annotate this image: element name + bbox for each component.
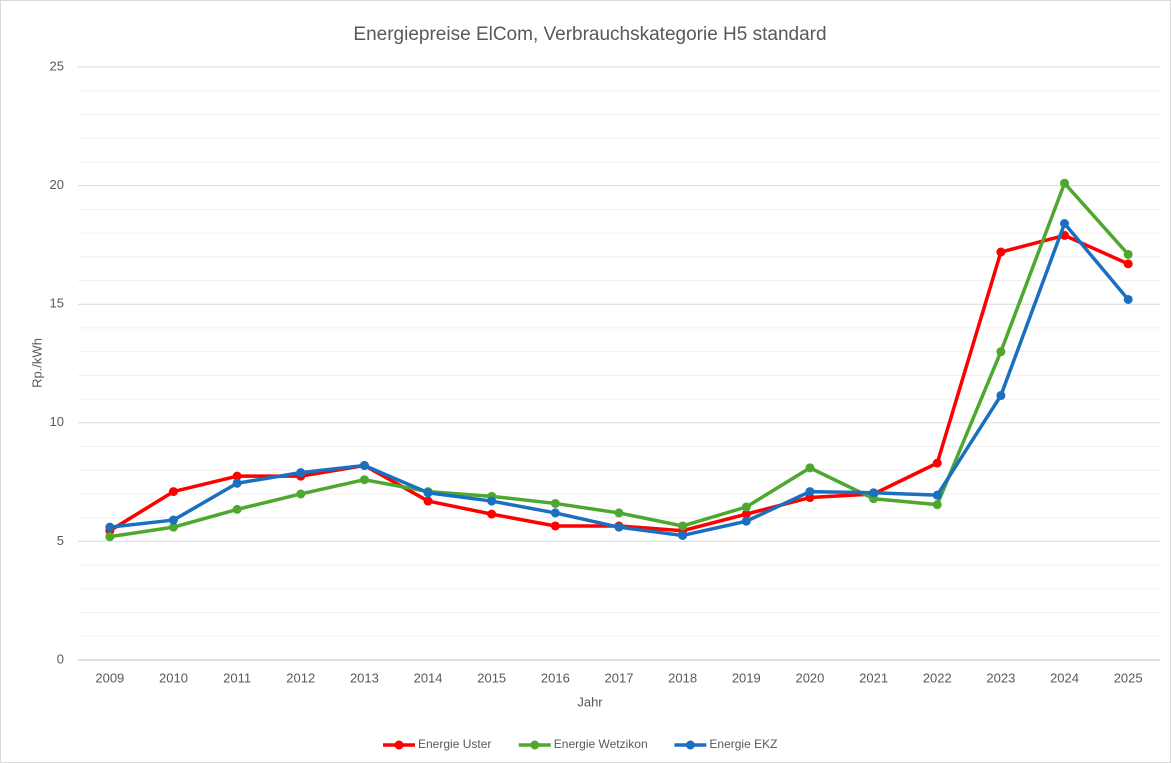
x-tick-label: 2025 <box>1114 670 1143 685</box>
data-point <box>550 498 560 508</box>
y-tick-label: 10 <box>50 414 64 429</box>
data-point <box>1123 249 1133 259</box>
data-point <box>741 516 751 526</box>
data-point <box>805 487 815 497</box>
data-point <box>105 532 115 542</box>
data-point <box>1060 178 1070 188</box>
data-point <box>614 508 624 518</box>
y-tick-label: 20 <box>50 177 64 192</box>
data-point <box>232 471 242 481</box>
data-point <box>168 487 178 497</box>
legend-label: Energie EKZ <box>709 737 777 751</box>
x-tick-label: 2009 <box>95 670 124 685</box>
x-tick-label: 2022 <box>923 670 952 685</box>
data-point <box>550 508 560 518</box>
legend-label: Energie Wetzikon <box>554 737 648 751</box>
data-point <box>996 391 1006 401</box>
y-axis-label: Rp./kWh <box>29 338 44 388</box>
legend-label: Energie Uster <box>418 737 491 751</box>
data-point <box>1123 294 1133 304</box>
x-tick-label: 2024 <box>1050 670 1079 685</box>
x-tick-label: 2021 <box>859 670 888 685</box>
data-point <box>168 515 178 525</box>
chart-title: Energiepreise ElCom, Verbrauchskategorie… <box>353 24 826 45</box>
data-point <box>1123 259 1133 269</box>
data-point <box>487 509 497 519</box>
x-tick-label: 2020 <box>795 670 824 685</box>
data-point <box>296 489 306 499</box>
data-point <box>232 504 242 514</box>
x-axis-label: Jahr <box>577 694 603 709</box>
data-point <box>869 488 879 498</box>
x-tick-label: 2023 <box>986 670 1015 685</box>
data-point <box>105 522 115 532</box>
data-point <box>359 475 369 485</box>
data-point <box>678 530 688 540</box>
x-tick-label: 2010 <box>159 670 188 685</box>
y-tick-label: 0 <box>57 651 64 666</box>
legend-marker <box>530 740 540 750</box>
data-point <box>423 488 433 498</box>
x-tick-label: 2015 <box>477 670 506 685</box>
x-tick-label: 2013 <box>350 670 379 685</box>
x-tick-label: 2011 <box>223 670 251 685</box>
x-tick-label: 2017 <box>605 670 634 685</box>
data-point <box>614 522 624 532</box>
x-tick-label: 2016 <box>541 670 570 685</box>
data-point <box>487 496 497 506</box>
x-tick-label: 2019 <box>732 670 761 685</box>
data-point <box>423 496 433 506</box>
legend-marker <box>685 740 695 750</box>
data-point <box>741 509 751 519</box>
data-point <box>996 247 1006 257</box>
x-tick-label: 2012 <box>286 670 315 685</box>
data-point <box>932 458 942 468</box>
y-tick-label: 25 <box>50 58 64 73</box>
data-point <box>932 500 942 510</box>
data-point <box>232 478 242 488</box>
data-point <box>678 521 688 531</box>
data-point <box>550 521 560 531</box>
x-tick-label: 2014 <box>414 670 443 685</box>
legend-marker <box>394 740 404 750</box>
data-point <box>296 468 306 478</box>
y-tick-label: 5 <box>57 533 64 548</box>
data-point <box>1060 219 1070 229</box>
data-point <box>741 502 751 512</box>
data-point <box>996 347 1006 357</box>
data-point <box>168 522 178 532</box>
data-point <box>359 460 369 470</box>
data-point <box>805 463 815 473</box>
x-tick-label: 2018 <box>668 670 697 685</box>
data-point <box>932 490 942 500</box>
y-tick-label: 15 <box>50 296 64 311</box>
